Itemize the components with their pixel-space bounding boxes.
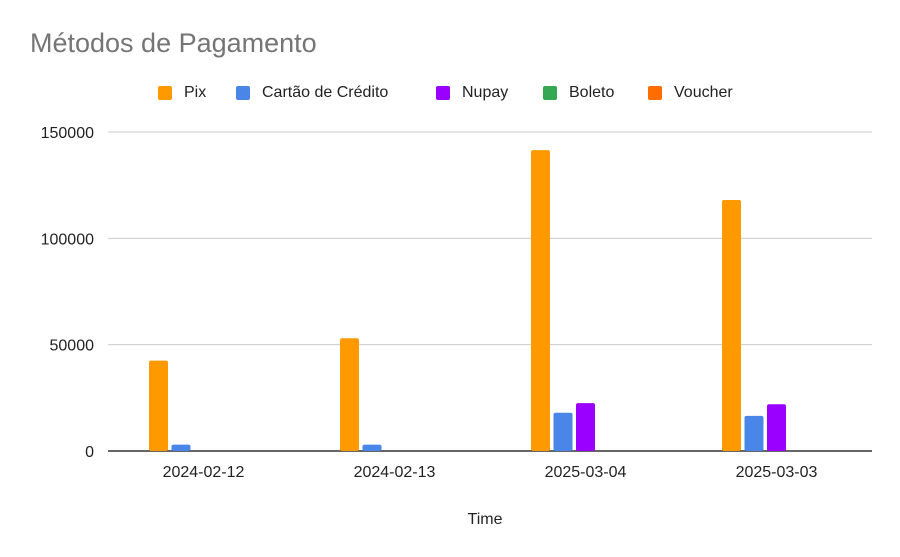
x-axis-title: Time	[468, 511, 503, 528]
x-tick-label: 2025-03-03	[736, 464, 818, 481]
legend-label-voucher: Voucher	[674, 84, 733, 101]
legend-label-pix: Pix	[184, 84, 207, 101]
legend-item-voucher[interactable]: Voucher	[648, 80, 733, 106]
legend-label-boleto: Boleto	[569, 84, 615, 101]
bar-pix-2024-02-12[interactable]	[149, 360, 168, 451]
bars	[149, 150, 786, 451]
bar-cart-o-de-cr-dito-2024-02-12[interactable]	[171, 444, 191, 451]
legend-item-boleto[interactable]: Boleto	[543, 80, 614, 106]
y-tick-label: 50000	[50, 338, 95, 355]
gridlines	[108, 131, 872, 452]
y-tick-label: 0	[85, 444, 94, 461]
legend-swatch-boleto	[543, 86, 557, 100]
bar-pix-2025-03-03[interactable]	[722, 200, 741, 451]
legend-label-nupay: Nupay	[462, 84, 509, 101]
x-tick-label: 2025-03-04	[545, 464, 627, 481]
legend-swatch-nupay	[436, 86, 450, 100]
legend-item-pix[interactable]: Pix	[158, 80, 206, 106]
bar-nupay-2025-03-04[interactable]	[576, 403, 595, 451]
bar-cart-o-de-cr-dito-2025-03-04[interactable]	[553, 412, 573, 451]
bar-cart-o-de-cr-dito-2024-02-13[interactable]	[362, 444, 382, 451]
y-tick-label: 150000	[41, 125, 94, 142]
legend-swatch-cartao-de-credito	[236, 86, 250, 100]
legend-swatch-voucher	[648, 86, 662, 100]
x-tick-label: 2024-02-13	[354, 464, 436, 481]
chart-legend: Pix Cartão de Crédito Nupay Boleto Vouch…	[0, 80, 900, 106]
legend-swatch-pix	[158, 86, 172, 100]
x-axis-ticks: 2024-02-12 2024-02-13 2025-03-04 2025-03-03	[163, 464, 818, 481]
chart-title: Métodos de Pagamento	[30, 28, 317, 58]
x-tick-label: 2024-02-12	[163, 464, 245, 481]
legend-label-cartao-de-credito: Cartão de Crédito	[262, 84, 389, 101]
bar-cart-o-de-cr-dito-2025-03-03[interactable]	[744, 415, 764, 451]
bar-nupay-2025-03-03[interactable]	[767, 404, 786, 451]
bar-pix-2025-03-04[interactable]	[531, 150, 550, 451]
y-tick-label: 100000	[41, 231, 94, 248]
y-axis-ticks: 0 50000 100000 150000	[41, 125, 94, 461]
legend-item-cartao-de-credito[interactable]: Cartão de Crédito	[236, 80, 388, 106]
bar-pix-2024-02-13[interactable]	[340, 338, 359, 451]
legend-item-nupay[interactable]: Nupay	[436, 80, 508, 106]
